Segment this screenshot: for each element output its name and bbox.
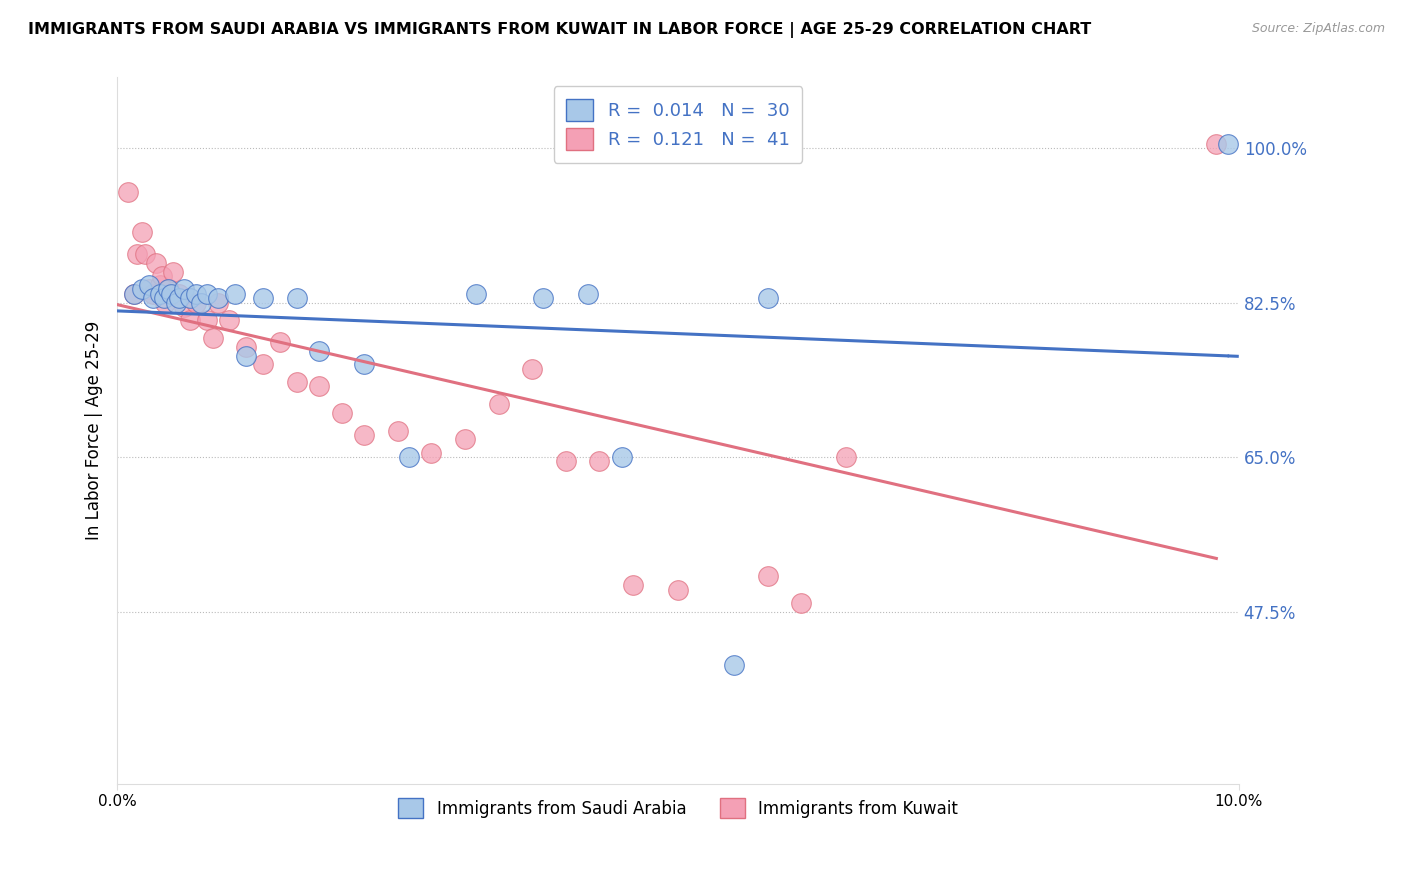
Point <box>207 291 229 305</box>
Point <box>145 256 167 270</box>
Point <box>207 295 229 310</box>
Point <box>554 454 576 468</box>
Point <box>1216 136 1239 151</box>
Point <box>131 225 153 239</box>
Point <box>531 291 554 305</box>
Point <box>160 286 183 301</box>
Legend: Immigrants from Saudi Arabia, Immigrants from Kuwait: Immigrants from Saudi Arabia, Immigrants… <box>391 791 965 825</box>
Point <box>522 361 544 376</box>
Point <box>184 286 207 301</box>
Point <box>353 428 375 442</box>
Point <box>235 349 257 363</box>
Point <box>131 282 153 296</box>
Point <box>398 450 420 464</box>
Point <box>269 335 291 350</box>
Point <box>173 300 195 314</box>
Point <box>353 357 375 371</box>
Point <box>153 291 176 305</box>
Point <box>252 357 274 371</box>
Point <box>138 277 160 292</box>
Point <box>420 445 443 459</box>
Point <box>330 406 353 420</box>
Point <box>621 578 644 592</box>
Point <box>835 450 858 464</box>
Point <box>195 286 218 301</box>
Point <box>162 265 184 279</box>
Point <box>235 340 257 354</box>
Point <box>156 282 179 296</box>
Point <box>790 596 813 610</box>
Point <box>117 185 139 199</box>
Point <box>122 286 145 301</box>
Point <box>224 286 246 301</box>
Point <box>167 286 190 301</box>
Point <box>308 379 330 393</box>
Point <box>465 286 488 301</box>
Point <box>201 331 224 345</box>
Point <box>666 582 689 597</box>
Point <box>122 286 145 301</box>
Point <box>190 295 212 310</box>
Point <box>167 291 190 305</box>
Point <box>488 397 510 411</box>
Point <box>150 269 173 284</box>
Point <box>610 450 633 464</box>
Point <box>252 291 274 305</box>
Point <box>285 375 308 389</box>
Point <box>142 291 165 305</box>
Point <box>576 286 599 301</box>
Point <box>387 424 409 438</box>
Point <box>149 277 172 292</box>
Point <box>138 282 160 296</box>
Point <box>723 657 745 672</box>
Point <box>588 454 610 468</box>
Point <box>155 295 177 310</box>
Y-axis label: In Labor Force | Age 25-29: In Labor Force | Age 25-29 <box>86 321 103 541</box>
Point <box>285 291 308 305</box>
Point <box>179 313 201 327</box>
Point <box>308 344 330 359</box>
Point <box>127 247 149 261</box>
Point <box>179 291 201 305</box>
Point <box>218 313 240 327</box>
Point <box>756 291 779 305</box>
Point <box>195 313 218 327</box>
Point <box>157 282 180 296</box>
Text: IMMIGRANTS FROM SAUDI ARABIA VS IMMIGRANTS FROM KUWAIT IN LABOR FORCE | AGE 25-2: IMMIGRANTS FROM SAUDI ARABIA VS IMMIGRAN… <box>28 22 1091 38</box>
Point <box>142 286 165 301</box>
Point <box>149 286 172 301</box>
Text: Source: ZipAtlas.com: Source: ZipAtlas.com <box>1251 22 1385 36</box>
Point <box>184 295 207 310</box>
Point <box>134 247 156 261</box>
Point <box>165 295 187 310</box>
Point <box>756 569 779 583</box>
Point <box>173 282 195 296</box>
Point <box>1205 136 1227 151</box>
Point <box>454 433 477 447</box>
